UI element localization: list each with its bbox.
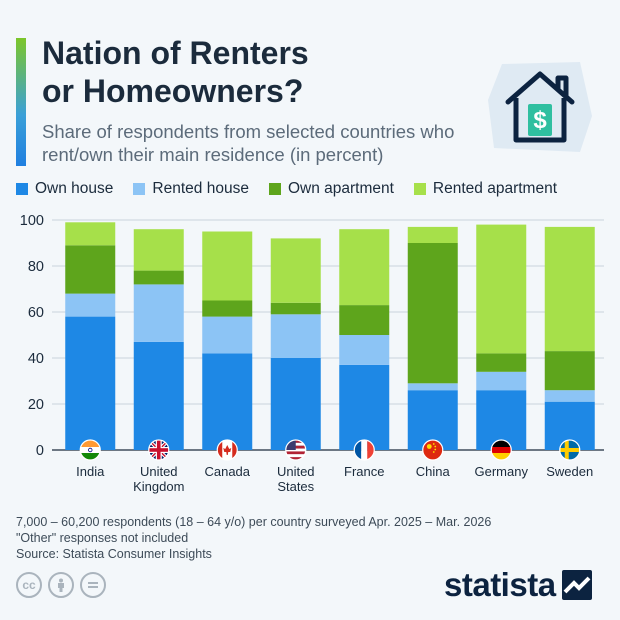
legend-item-rented-apartment: Rented apartment bbox=[413, 180, 557, 198]
bar-segment bbox=[202, 353, 253, 450]
x-tick-label: United States bbox=[277, 464, 315, 494]
legend-item-rented-house: Rented house bbox=[133, 180, 249, 198]
footnote-respondents: 7,000 – 60,200 respondents (18 – 64 y/o)… bbox=[16, 515, 492, 529]
flag-ring bbox=[216, 439, 238, 461]
bar-segment bbox=[339, 335, 390, 365]
x-tick-label: Canada bbox=[204, 464, 250, 479]
bar-segment bbox=[544, 226, 595, 352]
bar-segment bbox=[544, 351, 595, 391]
footnote: 7,000 – 60,200 respondents (18 – 64 y/o)… bbox=[16, 514, 491, 562]
flag-ring bbox=[353, 439, 375, 461]
bar-segment bbox=[65, 245, 116, 294]
by-icon[interactable] bbox=[48, 572, 74, 598]
flag-ring bbox=[285, 439, 307, 461]
bar-segment bbox=[133, 270, 184, 285]
chart-legend: Own house Rented house Own apartment Ren… bbox=[16, 180, 557, 198]
bar-segment bbox=[202, 231, 253, 301]
flag-ring bbox=[148, 439, 170, 461]
legend-label: Own house bbox=[35, 180, 114, 197]
y-tick-label: 60 bbox=[28, 305, 44, 321]
bar-segment bbox=[65, 316, 116, 450]
bar-segment bbox=[270, 314, 321, 358]
y-tick-label: 0 bbox=[36, 443, 44, 459]
legend-item-own-house: Own house bbox=[16, 180, 113, 198]
india-flag-icon bbox=[80, 440, 101, 460]
chart-title: Nation of Renters or Homeowners? bbox=[42, 35, 309, 109]
bar-segment bbox=[270, 302, 321, 315]
nd-icon[interactable] bbox=[80, 572, 106, 598]
legend-swatch bbox=[268, 183, 281, 195]
bar-segment bbox=[339, 229, 390, 306]
flag-ring bbox=[490, 439, 512, 461]
bar-segment bbox=[407, 243, 458, 384]
bar-segment bbox=[133, 229, 184, 271]
x-tick-label: China bbox=[416, 464, 451, 479]
bar-segment bbox=[133, 341, 184, 450]
flag-ring bbox=[422, 439, 444, 461]
bar-segment bbox=[407, 226, 458, 243]
bar-segment bbox=[407, 383, 458, 391]
x-tick-label: India bbox=[76, 464, 105, 479]
bar-segment bbox=[65, 222, 116, 246]
cc-icon[interactable]: cc bbox=[16, 572, 42, 598]
source-line: Source: Statista Consumer Insights bbox=[16, 547, 212, 561]
legend-item-own-apartment: Own apartment bbox=[268, 180, 394, 198]
china-flag-icon bbox=[422, 440, 443, 460]
title-accent-bar bbox=[16, 38, 26, 166]
bar-segment bbox=[65, 293, 116, 317]
legend-label: Own apartment bbox=[287, 180, 394, 197]
house-dollar-icon: $ bbox=[488, 62, 592, 152]
license-icons: cc bbox=[16, 572, 106, 598]
usa-flag-icon bbox=[285, 440, 306, 460]
bar-segment bbox=[544, 390, 595, 402]
x-tick-label: Sweden bbox=[546, 464, 593, 479]
legend-label: Rented apartment bbox=[432, 180, 557, 197]
bar-segment bbox=[202, 300, 253, 317]
brand-name: statista bbox=[444, 566, 556, 603]
bar-segment bbox=[202, 316, 253, 354]
bar-segment bbox=[339, 305, 390, 335]
y-tick-label: 40 bbox=[28, 351, 44, 367]
x-tick-label: United Kingdom bbox=[133, 464, 184, 494]
bar-segment bbox=[339, 364, 390, 450]
statista-logo-icon bbox=[561, 570, 592, 600]
y-tick-label: 100 bbox=[20, 213, 44, 229]
x-tick-label: Germany bbox=[475, 464, 529, 479]
footnote-other: "Other" responses not included bbox=[16, 531, 189, 545]
france-flag-icon bbox=[354, 440, 375, 460]
bar-segment bbox=[133, 284, 184, 342]
y-tick-label: 20 bbox=[28, 397, 44, 413]
y-tick-label: 80 bbox=[28, 259, 44, 275]
bar-segment bbox=[476, 224, 527, 354]
chart-subtitle: Share of respondents from selected count… bbox=[42, 121, 455, 165]
bar-segment bbox=[476, 353, 527, 372]
flag-ring bbox=[559, 439, 581, 461]
bar-segment bbox=[270, 358, 321, 450]
legend-swatch bbox=[16, 183, 28, 195]
legend-swatch bbox=[133, 183, 146, 195]
x-tick-label: France bbox=[344, 464, 384, 479]
canada-flag-icon bbox=[217, 440, 238, 460]
sweden-flag-icon bbox=[559, 440, 580, 460]
legend-swatch bbox=[413, 183, 426, 195]
flag-ring bbox=[79, 439, 101, 461]
bar-segment bbox=[476, 371, 527, 391]
legend-label: Rented house bbox=[152, 180, 249, 197]
germany-flag-icon bbox=[491, 440, 512, 460]
stacked-bar-chart: 0 20 40 60 80 100 India United Kingdom Canada Unit… bbox=[20, 213, 604, 494]
bar-segment bbox=[270, 238, 321, 303]
statista-brand[interactable]: statista bbox=[444, 566, 592, 604]
svg-text:$: $ bbox=[533, 107, 547, 134]
